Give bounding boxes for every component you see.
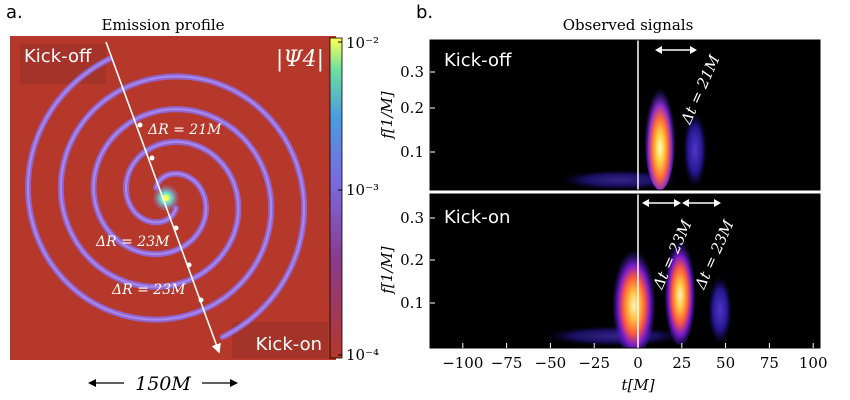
bottom-signal-third-band <box>708 276 732 344</box>
panel-a-title: Emission profile <box>101 16 224 34</box>
top-plot-frame <box>429 39 821 191</box>
ytick-label-top: 0.1 <box>400 143 424 161</box>
xtick-label: −25 <box>578 354 610 372</box>
scale-arrowhead-right <box>230 379 238 387</box>
delta-r-label-top: ΔR = 21M <box>147 122 222 138</box>
bottom-dt-arrowhead-1-left <box>642 199 649 207</box>
top-dt-arrowhead-right <box>690 46 697 54</box>
bottom-plot-frame <box>429 193 821 349</box>
xticks: −100 −75 −50 −25 0 25 50 75 100 <box>442 343 828 372</box>
ytick-label-bottom: 0.3 <box>400 209 424 227</box>
bottom-ylabel: f[1/M] <box>378 246 396 294</box>
emission-profile-map: Kick-off Kick-on |Ψ4| ΔR = 21M ΔR = 23M … <box>10 36 336 360</box>
delta-r-label-low: ΔR = 23M <box>111 282 186 298</box>
xtick-label: 25 <box>672 354 691 372</box>
bottom-signal-faint-tail <box>545 326 685 346</box>
xlabel: t[M] <box>621 376 654 394</box>
panel-a-letter: a. <box>6 2 23 23</box>
top-dt-arrowhead-left <box>655 46 662 54</box>
spiral-arm-1-highlight <box>59 75 306 338</box>
psi-label: |Ψ4| <box>276 47 324 72</box>
corner-label-kick-on: Kick-on <box>256 334 322 355</box>
ray-marker-2 <box>149 155 155 161</box>
xtick-label: 0 <box>633 354 643 372</box>
yticks-top: 0.3 0.2 0.1 <box>400 63 435 161</box>
ytick-label-bottom: 0.2 <box>400 251 424 269</box>
xtick-label: 100 <box>799 354 828 372</box>
colorbar-tick-label-top: 10⁻² <box>346 34 379 52</box>
ytick-label-top: 0.2 <box>400 99 424 117</box>
panel-b-title: Observed signals <box>563 16 694 34</box>
bottom-signal-second-band <box>664 235 696 345</box>
xtick-label: 50 <box>716 354 735 372</box>
top-signal-side-band <box>683 112 707 188</box>
colorbar-tick-label-bot: 10⁻⁴ <box>346 346 379 364</box>
bottom-dt-arrowhead-1-right <box>674 199 681 207</box>
ytick-label-bottom: 0.1 <box>400 294 424 312</box>
xtick-label: −100 <box>442 354 483 372</box>
spiral-core <box>163 195 169 201</box>
signal-plot-kick-off: Kick-off Δt = 21M <box>430 40 820 190</box>
top-ylabel: f[1/M] <box>378 91 396 139</box>
colorbar <box>329 37 343 359</box>
colorbar-tick-label-mid: 10⁻³ <box>346 181 379 199</box>
ytick-label-top: 0.3 <box>400 63 424 81</box>
ray-marker-4 <box>186 262 192 268</box>
ray-marker-5 <box>198 297 204 303</box>
yticks-bottom: 0.3 0.2 0.1 <box>400 209 435 312</box>
top-signal-main <box>644 70 676 190</box>
top-label-kick-off: Kick-off <box>444 50 512 71</box>
ray-marker-1 <box>137 122 143 128</box>
corner-shade-kick-on <box>232 322 328 358</box>
bottom-label-kick-on: Kick-on <box>444 207 510 228</box>
xtick-label: −50 <box>535 354 567 372</box>
ray-marker-3 <box>173 225 179 231</box>
bottom-dt-arrowhead-2-right <box>714 199 721 207</box>
top-plot-background <box>430 40 820 190</box>
corner-label-kick-off: Kick-off <box>24 46 92 67</box>
scale-arrowhead-left <box>88 379 96 387</box>
bottom-dt-arrowhead-2-left <box>682 199 689 207</box>
signal-plot-kick-on: Kick-on Δt = 23M Δt = 23M <box>430 194 820 348</box>
delta-r-label-mid: ΔR = 23M <box>95 234 170 250</box>
xtick-label: −75 <box>491 354 523 372</box>
scale-label: 150M <box>135 373 191 395</box>
xtick-label: 75 <box>760 354 779 372</box>
corner-shade-kick-off <box>20 44 106 84</box>
spiral-arm-2-highlight <box>26 58 273 321</box>
bottom-signal-main <box>612 244 656 348</box>
panel-b-letter: b. <box>416 2 433 23</box>
